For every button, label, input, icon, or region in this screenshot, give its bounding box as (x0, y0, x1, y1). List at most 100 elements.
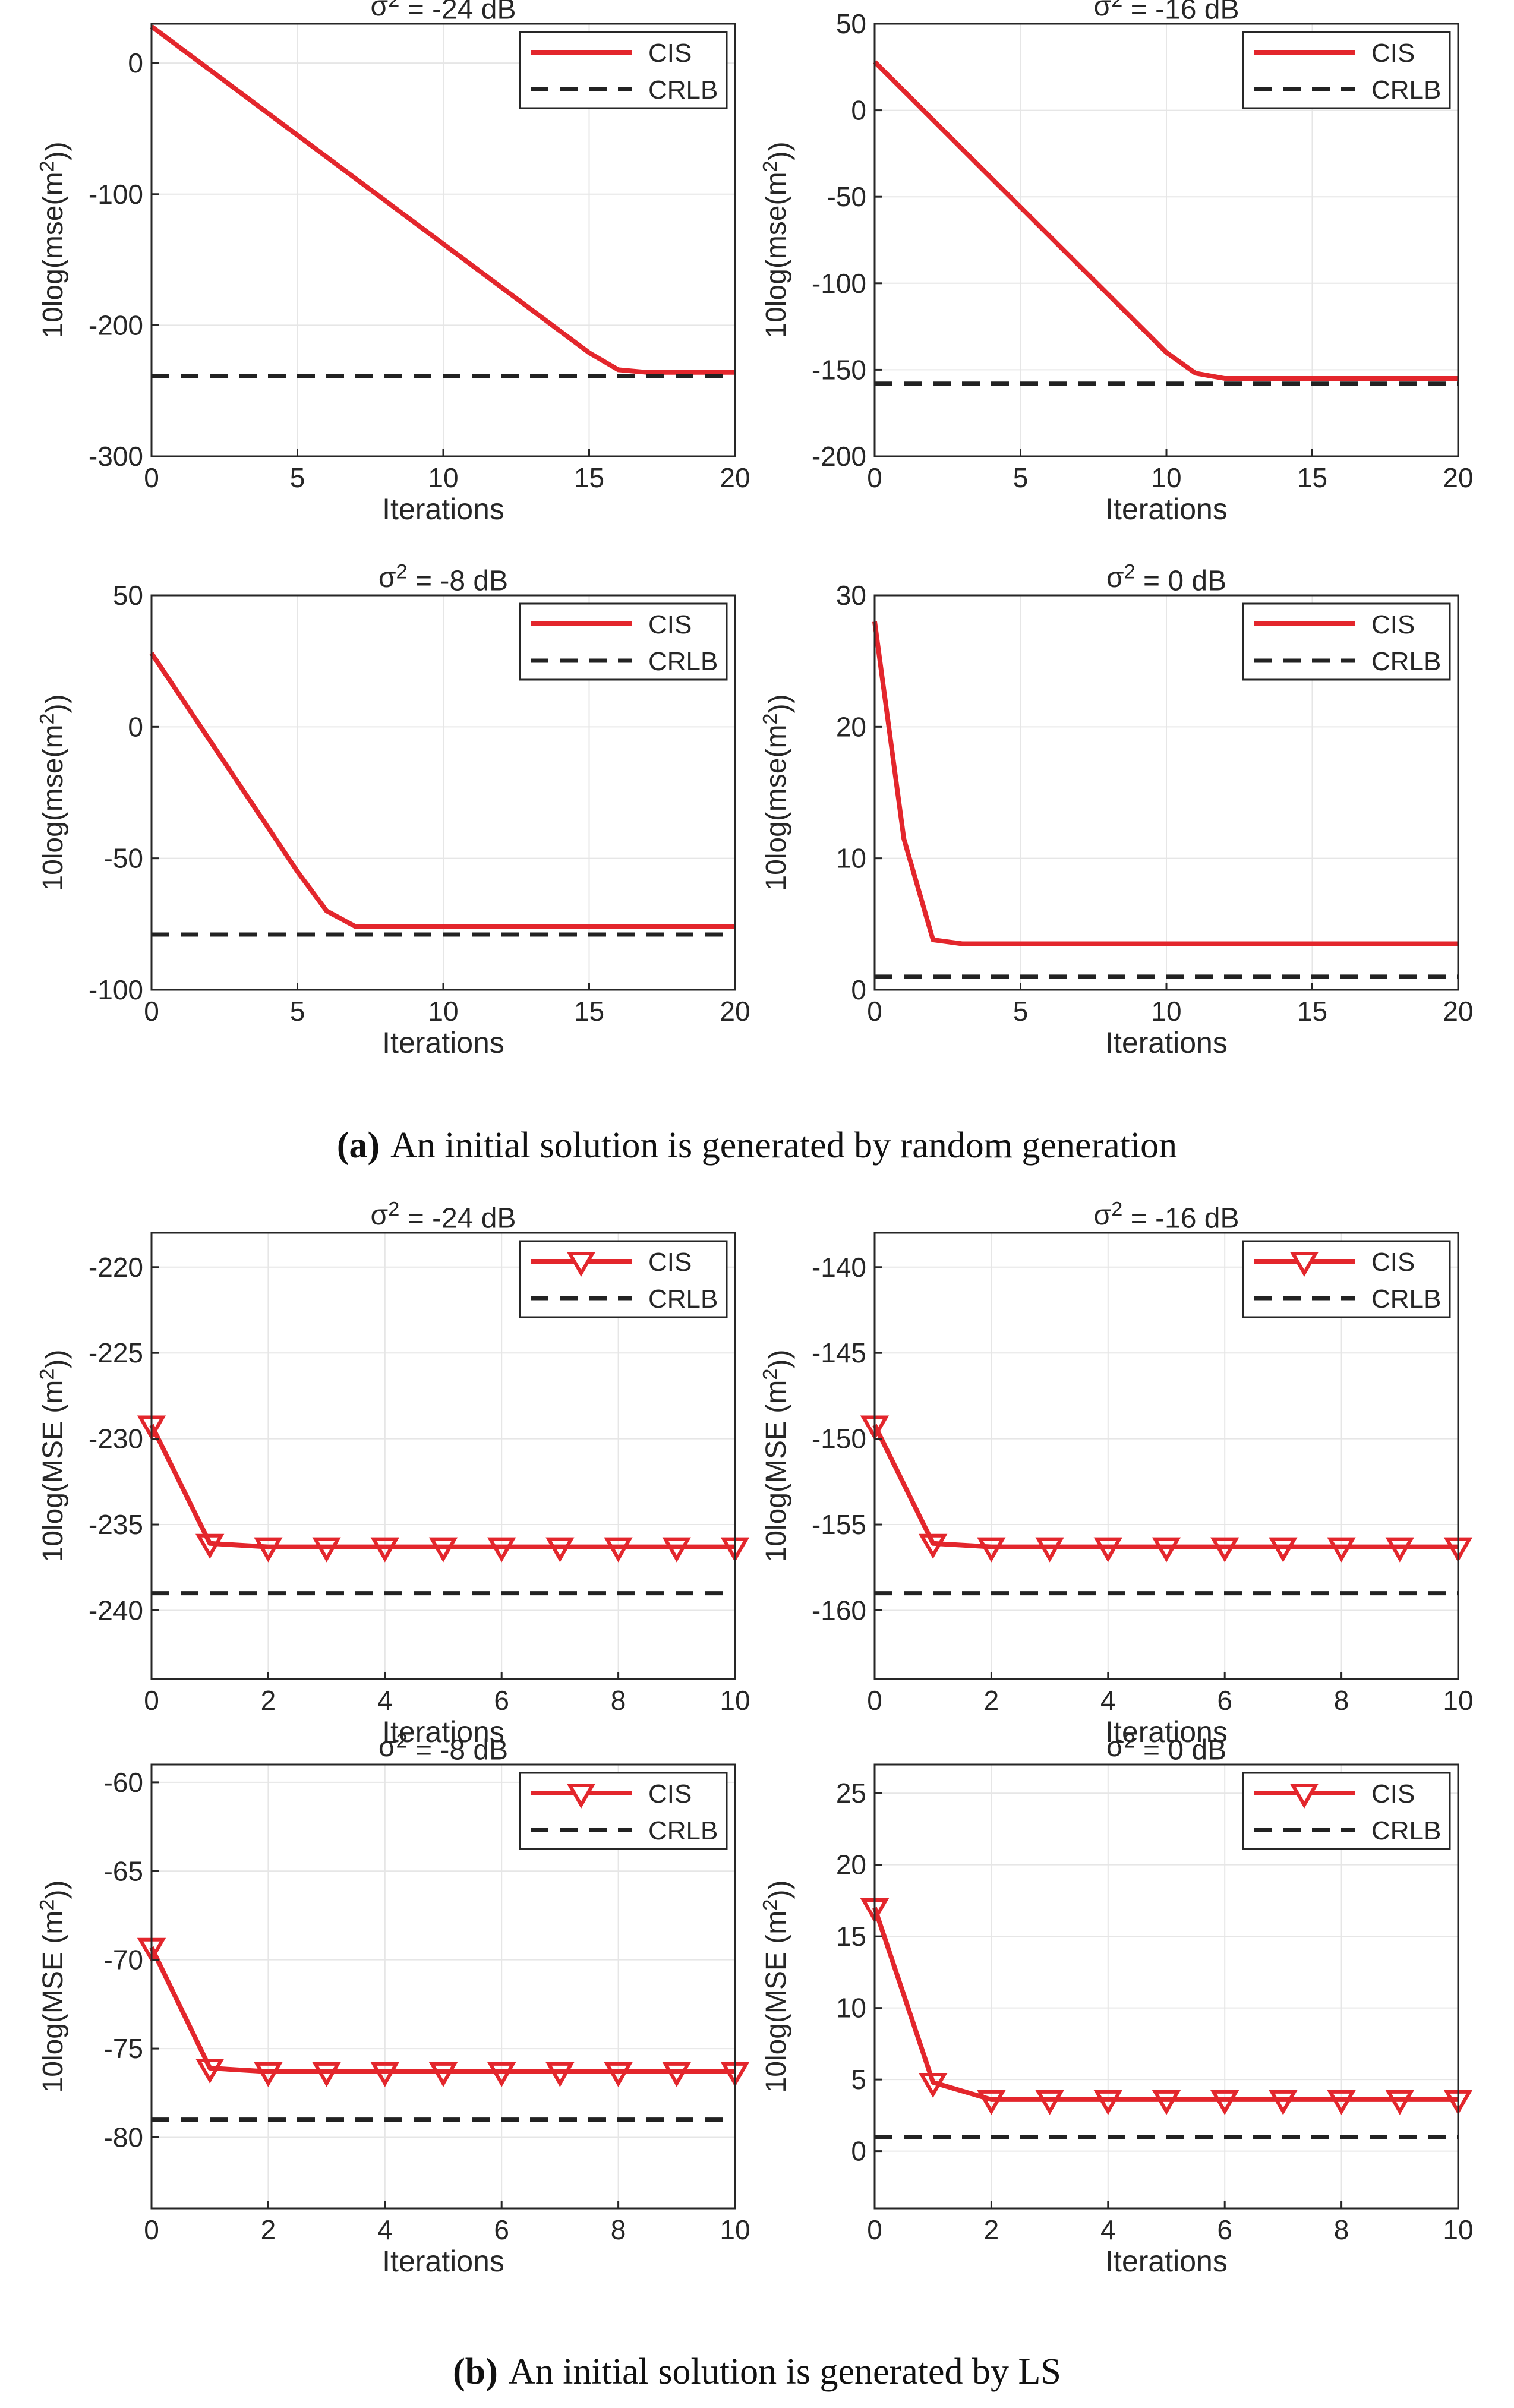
y-tick-label: -200 (89, 310, 143, 340)
y-tick-label: -50 (104, 843, 143, 874)
x-tick-label: 6 (494, 1685, 509, 1716)
y-tick-label: -160 (812, 1595, 866, 1626)
chart-title: σ2 = -16 dB (1094, 1198, 1239, 1234)
cis-data-point (254, 2062, 283, 2087)
cis-data-point (977, 2090, 1006, 2115)
cis-series-line (873, 60, 1458, 381)
subplot-b-1: 0 2 4 6 8 10 -240 -235 -230 -225 -220 σ2 = -24 dB It… (36, 1198, 750, 1749)
x-tick-label: 5 (290, 462, 305, 493)
y-tick-label: 0 (128, 48, 143, 78)
y-tick-label: 20 (836, 711, 866, 742)
x-tick-label: 15 (1297, 462, 1327, 493)
x-tick-label: 10 (428, 996, 458, 1027)
legend-box (519, 602, 728, 681)
x-tick-label: 5 (290, 996, 305, 1027)
legend-box (1242, 1772, 1451, 1850)
x-tick-label: 10 (720, 1685, 750, 1716)
y-tick-label: -200 (812, 441, 866, 472)
y-tick-label: 50 (113, 580, 143, 611)
x-tick-label: 4 (1100, 2214, 1116, 2245)
x-tick-label: 10 (1151, 462, 1181, 493)
cis-series-line (872, 1424, 1458, 1549)
legend-crlb-label: CRLB (1371, 1816, 1441, 1845)
y-tick-label: -240 (89, 1595, 143, 1626)
cis-data-point (1210, 1537, 1239, 1563)
legend-box (1242, 602, 1451, 681)
y-axis-label: 10log(MSE (m2)) (36, 1880, 72, 2093)
cis-data-point (1269, 1537, 1298, 1563)
chart-title: σ2 = 0 dB (1106, 560, 1226, 597)
x-tick-label: 10 (1443, 1685, 1473, 1716)
chart-title: σ2 = -8 dB (378, 1730, 508, 1766)
legend-cis-label: CIS (1371, 1779, 1415, 1809)
caption-b: (b) An initial solution is generated by L… (453, 2352, 1061, 2392)
cis-series-line (149, 1424, 735, 1549)
cis-data-point (1327, 2090, 1356, 2115)
y-tick-label: 10 (836, 1993, 866, 2024)
legend-cis-label: CIS (648, 610, 692, 639)
y-axis-label: 10log(MSE (m2)) (759, 1350, 795, 1563)
cis-data-point (1385, 2090, 1414, 2115)
caption-b-text: An initial solution is generated by LS (509, 2352, 1061, 2392)
legend-crlb-label: CRLB (648, 1816, 718, 1845)
axes-frame (873, 1232, 1459, 1680)
x-tick-label: 0 (867, 2214, 882, 2245)
y-tick-label: 0 (128, 711, 143, 742)
x-tick-label: 4 (377, 1685, 393, 1716)
x-tick-label: 4 (1100, 1685, 1116, 1716)
cis-data-point (1385, 1537, 1414, 1563)
y-tick-label: -100 (812, 268, 866, 299)
legend: CIS CRLB (519, 602, 728, 681)
y-tick-label: 0 (851, 974, 866, 1005)
legend-crlb-label: CRLB (1371, 75, 1441, 105)
cis-data-point (370, 2062, 399, 2087)
x-tick-label: 8 (1334, 1685, 1349, 1716)
y-tick-label: -230 (89, 1424, 143, 1454)
chart-title: σ2 = -24 dB (371, 1198, 516, 1234)
chart-title: σ2 = -8 dB (378, 560, 508, 597)
cis-data-point (1035, 1537, 1064, 1563)
legend-crlb-label: CRLB (648, 1285, 718, 1314)
cis-series-line (149, 652, 735, 929)
x-axis-label: Iterations (382, 2245, 504, 2278)
cis-data-point (1269, 2090, 1298, 2115)
y-tick-label: -50 (827, 181, 866, 212)
y-tick-label: 30 (836, 580, 866, 611)
x-tick-label: 10 (1151, 996, 1181, 1027)
x-tick-label: 20 (1443, 462, 1473, 493)
y-tick-label: 50 (836, 8, 866, 39)
x-axis-label: Iterations (382, 1715, 504, 1749)
subplot-b-2: 0 2 4 6 8 10 -160 -155 -150 -145 -140 σ2 = -16 dB It… (759, 1198, 1473, 1749)
x-tick-label: 4 (377, 2214, 393, 2245)
x-tick-label: 15 (574, 996, 604, 1027)
x-tick-label: 0 (144, 2214, 159, 2245)
cis-data-point (662, 2062, 691, 2087)
cis-data-point (977, 1537, 1006, 1563)
x-tick-label: 10 (428, 462, 458, 493)
caption-a: (a) An initial solution is generated by r… (337, 1125, 1177, 1166)
legend-box (519, 1240, 728, 1318)
cis-data-point (604, 2062, 633, 2087)
cis-data-point (487, 1537, 516, 1563)
legend: CIS CRLB (1242, 1772, 1451, 1850)
subplot-a-3: 0 5 10 15 20 -100 -50 0 50 σ2 = -8 dB Iterations 10… (36, 560, 750, 1059)
legend-cis-label: CIS (1371, 610, 1415, 639)
x-tick-label: 15 (574, 462, 604, 493)
x-tick-label: 15 (1297, 996, 1327, 1027)
caption-b-label: (b) (453, 2352, 498, 2392)
x-tick-label: 2 (984, 2214, 999, 2245)
x-tick-label: 10 (1443, 2214, 1473, 2245)
y-tick-label: -140 (812, 1252, 866, 1283)
cis-data-point (428, 2062, 458, 2087)
x-tick-label: 2 (261, 1685, 276, 1716)
y-tick-label: -65 (104, 1855, 143, 1886)
cis-data-point (1093, 1537, 1122, 1563)
x-tick-label: 20 (720, 996, 750, 1027)
cis-data-point (487, 2062, 516, 2087)
cis-data-point (1093, 2090, 1122, 2115)
legend-cis-label: CIS (1371, 39, 1415, 68)
y-tick-label: -80 (104, 2122, 143, 2153)
legend-crlb-label: CRLB (648, 75, 718, 105)
